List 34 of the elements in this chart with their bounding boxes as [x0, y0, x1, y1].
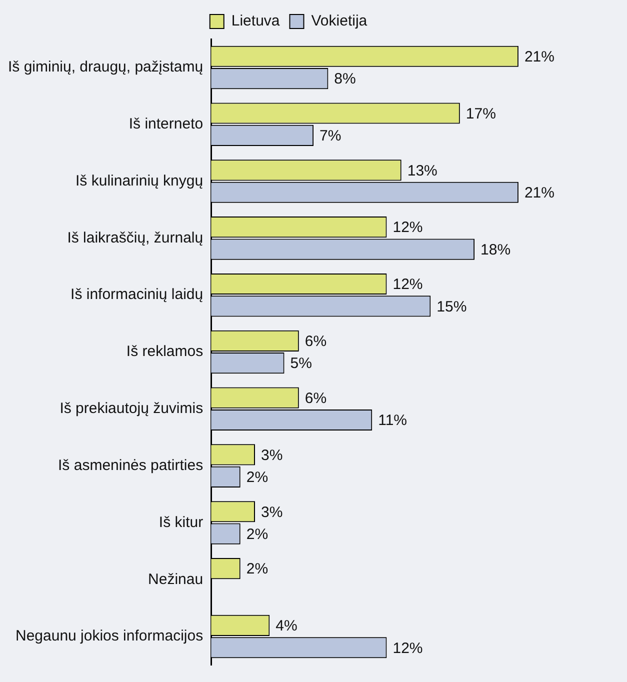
- data-label: 6%: [304, 390, 327, 407]
- y-tick-label: Iš asmeninės patirties: [58, 456, 204, 474]
- legend-label: Vokietija: [311, 12, 368, 30]
- data-label: 15%: [436, 298, 467, 316]
- data-label: 18%: [480, 241, 511, 258]
- data-label: 3%: [261, 446, 283, 464]
- y-tick-label: Iš kitur: [158, 514, 204, 531]
- y-tick-label: Iš prekiautojų žuvimis: [60, 400, 204, 418]
- data-label: 2%: [246, 526, 268, 543]
- data-label: 6%: [304, 333, 327, 350]
- data-label: 5%: [290, 355, 312, 372]
- data-label: 13%: [407, 162, 438, 180]
- y-tick-label: Iš interneto: [128, 116, 204, 133]
- data-label: 12%: [392, 640, 423, 657]
- data-label: 11%: [378, 412, 408, 430]
- data-label: 12%: [392, 276, 423, 294]
- data-label: 7%: [320, 128, 342, 145]
- y-tick-label: Iš reklamos: [126, 343, 204, 360]
- data-label: 21%: [524, 184, 554, 202]
- data-label: 2%: [246, 560, 268, 578]
- data-label: 8%: [334, 70, 356, 88]
- y-tick-label: Iš giminių, draugų, pažįstamų: [8, 58, 204, 76]
- y-tick-label: Nežinau: [148, 570, 204, 588]
- y-tick-label: Negaunu jokios informacijos: [15, 628, 204, 645]
- y-tick-label: Iš informacinių laidų: [70, 286, 204, 304]
- data-label: 2%: [246, 469, 268, 486]
- data-label: 21%: [524, 48, 554, 66]
- data-label: 3%: [261, 504, 283, 521]
- y-tick-label: Iš kulinarinių knygų: [76, 172, 204, 190]
- data-label: 4%: [276, 618, 298, 635]
- data-label: 12%: [392, 219, 423, 236]
- data-label: 17%: [466, 105, 496, 122]
- legend-label: Lietuva: [231, 12, 280, 30]
- y-tick-label: Iš laikraščių, žurnalų: [67, 229, 204, 246]
